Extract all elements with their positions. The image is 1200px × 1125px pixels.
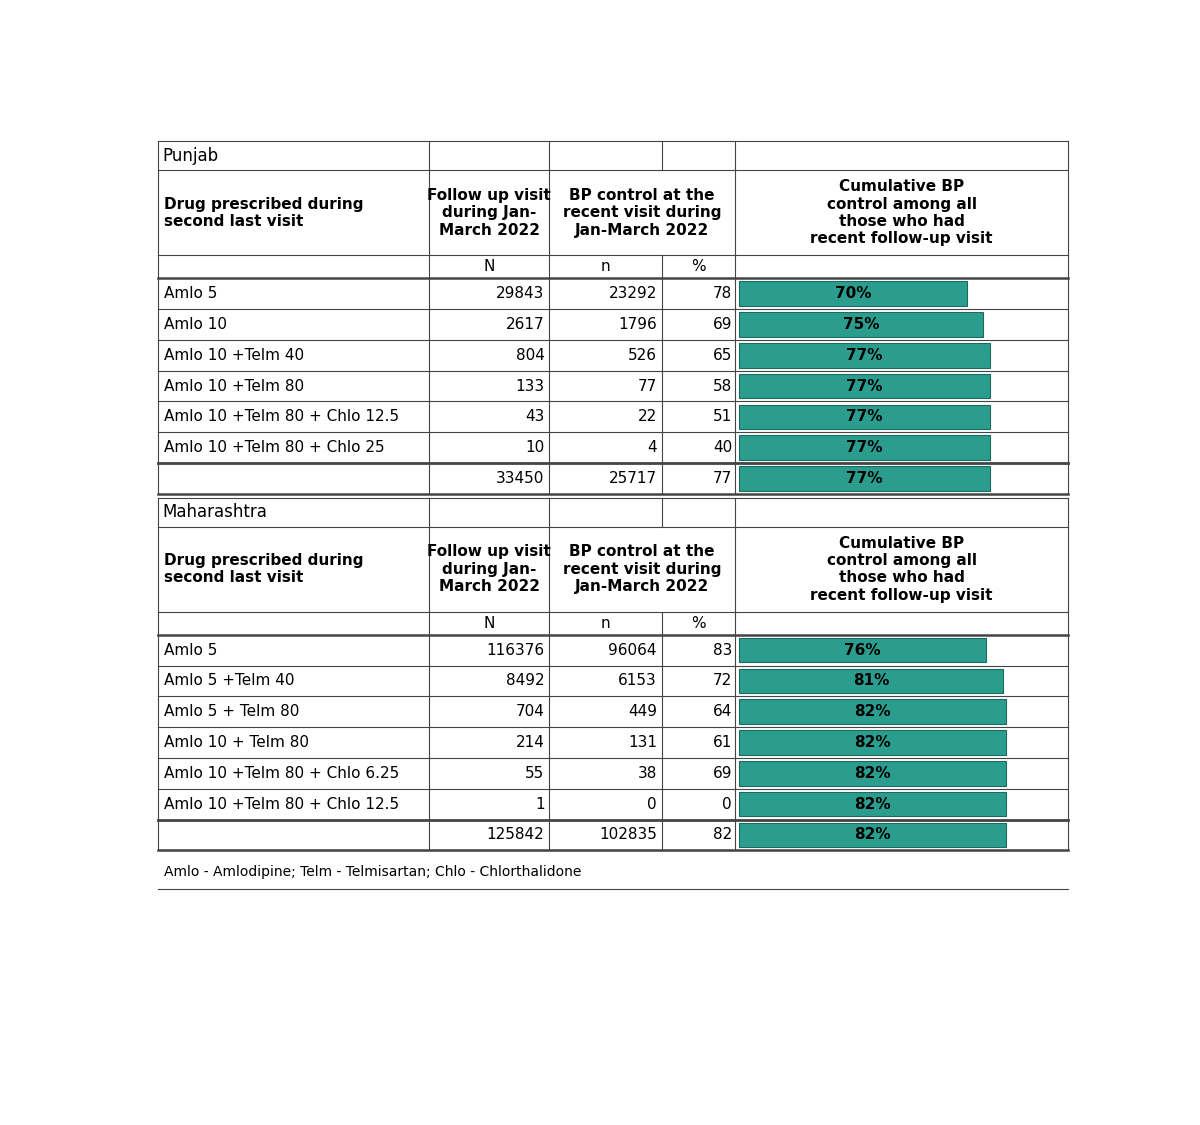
Text: 43: 43 <box>526 410 545 424</box>
Text: %: % <box>691 615 706 631</box>
Text: 69: 69 <box>713 317 732 332</box>
Text: 77%: 77% <box>846 410 882 424</box>
Text: Amlo 5 + Telm 80: Amlo 5 + Telm 80 <box>164 704 299 719</box>
Text: 77%: 77% <box>846 471 882 486</box>
Text: 77%: 77% <box>846 378 882 394</box>
Text: Amlo 10 +Telm 80: Amlo 10 +Telm 80 <box>164 378 304 394</box>
Text: 33450: 33450 <box>496 471 545 486</box>
Bar <box>739 343 990 368</box>
Text: 82%: 82% <box>854 704 890 719</box>
Text: 40: 40 <box>713 440 732 456</box>
Bar <box>739 792 1006 817</box>
Text: 72: 72 <box>713 674 732 688</box>
Text: Amlo 10 +Telm 80 + Chlo 6.25: Amlo 10 +Telm 80 + Chlo 6.25 <box>164 766 400 781</box>
Text: 1796: 1796 <box>618 317 656 332</box>
Text: Cumulative BP
control among all
those who had
recent follow-up visit: Cumulative BP control among all those wh… <box>810 179 994 246</box>
Bar <box>739 822 1006 847</box>
Text: 77: 77 <box>713 471 732 486</box>
Text: 61: 61 <box>713 735 732 750</box>
Text: 133: 133 <box>515 378 545 394</box>
Text: Follow up visit
during Jan-
March 2022: Follow up visit during Jan- March 2022 <box>427 544 551 594</box>
Text: 0: 0 <box>647 796 656 811</box>
Text: Amlo 10 +Telm 40: Amlo 10 +Telm 40 <box>164 348 304 362</box>
Text: 804: 804 <box>516 348 545 362</box>
Text: 23292: 23292 <box>608 286 656 302</box>
Text: 75%: 75% <box>842 317 880 332</box>
Text: 82%: 82% <box>854 827 890 843</box>
Text: 65: 65 <box>713 348 732 362</box>
Text: 0: 0 <box>722 796 732 811</box>
Text: Amlo 10 +Telm 80 + Chlo 12.5: Amlo 10 +Telm 80 + Chlo 12.5 <box>164 410 400 424</box>
Text: 82: 82 <box>713 827 732 843</box>
Text: Maharashtra: Maharashtra <box>162 503 268 521</box>
Text: 64: 64 <box>713 704 732 719</box>
Bar <box>739 730 1006 755</box>
Text: Amlo 10 + Telm 80: Amlo 10 + Telm 80 <box>164 735 308 750</box>
Bar <box>739 638 986 663</box>
Text: 102835: 102835 <box>599 827 656 843</box>
Text: Amlo 5 +Telm 40: Amlo 5 +Telm 40 <box>164 674 294 688</box>
Text: Amlo 5: Amlo 5 <box>164 642 217 658</box>
Text: 69: 69 <box>713 766 732 781</box>
Text: Cumulative BP
control among all
those who had
recent follow-up visit: Cumulative BP control among all those wh… <box>810 536 994 603</box>
Text: BP control at the
recent visit during
Jan-March 2022: BP control at the recent visit during Ja… <box>563 544 721 594</box>
Text: Amlo 10: Amlo 10 <box>164 317 227 332</box>
Text: n: n <box>600 259 610 274</box>
Text: Drug prescribed during
second last visit: Drug prescribed during second last visit <box>164 197 364 230</box>
Text: N: N <box>484 615 494 631</box>
Text: 51: 51 <box>713 410 732 424</box>
Text: N: N <box>484 259 494 274</box>
Text: BP control at the
recent visit during
Jan-March 2022: BP control at the recent visit during Ja… <box>563 188 721 237</box>
Text: 76%: 76% <box>845 642 881 658</box>
Text: 704: 704 <box>516 704 545 719</box>
Bar <box>739 281 967 306</box>
Text: 70%: 70% <box>835 286 871 302</box>
Text: 8492: 8492 <box>506 674 545 688</box>
Text: 6153: 6153 <box>618 674 656 688</box>
Text: 22: 22 <box>637 410 656 424</box>
Text: Amlo 5: Amlo 5 <box>164 286 217 302</box>
Bar <box>739 466 990 490</box>
Text: 77%: 77% <box>846 440 882 456</box>
Text: 25717: 25717 <box>608 471 656 486</box>
Text: %: % <box>691 259 706 274</box>
Text: 78: 78 <box>713 286 732 302</box>
Text: 10: 10 <box>526 440 545 456</box>
Text: 81%: 81% <box>853 674 889 688</box>
Bar <box>739 700 1006 724</box>
Text: 82%: 82% <box>854 735 890 750</box>
Text: Follow up visit
during Jan-
March 2022: Follow up visit during Jan- March 2022 <box>427 188 551 237</box>
Text: 77: 77 <box>637 378 656 394</box>
Text: 29843: 29843 <box>496 286 545 302</box>
Text: 131: 131 <box>628 735 656 750</box>
Text: 55: 55 <box>526 766 545 781</box>
Text: 38: 38 <box>637 766 656 781</box>
Text: 4: 4 <box>647 440 656 456</box>
Bar <box>739 760 1006 785</box>
Text: 83: 83 <box>713 642 732 658</box>
Text: 96064: 96064 <box>608 642 656 658</box>
Text: Amlo 10 +Telm 80 + Chlo 25: Amlo 10 +Telm 80 + Chlo 25 <box>164 440 384 456</box>
Text: 116376: 116376 <box>486 642 545 658</box>
Text: 214: 214 <box>516 735 545 750</box>
Bar <box>739 668 1003 693</box>
Text: Drug prescribed during
second last visit: Drug prescribed during second last visit <box>164 554 364 585</box>
Text: Amlo 10 +Telm 80 + Chlo 12.5: Amlo 10 +Telm 80 + Chlo 12.5 <box>164 796 400 811</box>
Text: 58: 58 <box>713 378 732 394</box>
Text: 449: 449 <box>628 704 656 719</box>
Text: 82%: 82% <box>854 766 890 781</box>
Text: n: n <box>600 615 610 631</box>
Text: 125842: 125842 <box>487 827 545 843</box>
Bar <box>739 374 990 398</box>
Text: 2617: 2617 <box>506 317 545 332</box>
Bar <box>739 405 990 429</box>
Text: 77%: 77% <box>846 348 882 362</box>
Text: Amlo - Amlodipine; Telm - Telmisartan; Chlo - Chlorthalidone: Amlo - Amlodipine; Telm - Telmisartan; C… <box>164 865 581 879</box>
Bar <box>739 312 983 336</box>
Text: Punjab: Punjab <box>162 146 218 164</box>
Text: 526: 526 <box>628 348 656 362</box>
Text: 82%: 82% <box>854 796 890 811</box>
Bar <box>739 435 990 460</box>
Text: 1: 1 <box>535 796 545 811</box>
